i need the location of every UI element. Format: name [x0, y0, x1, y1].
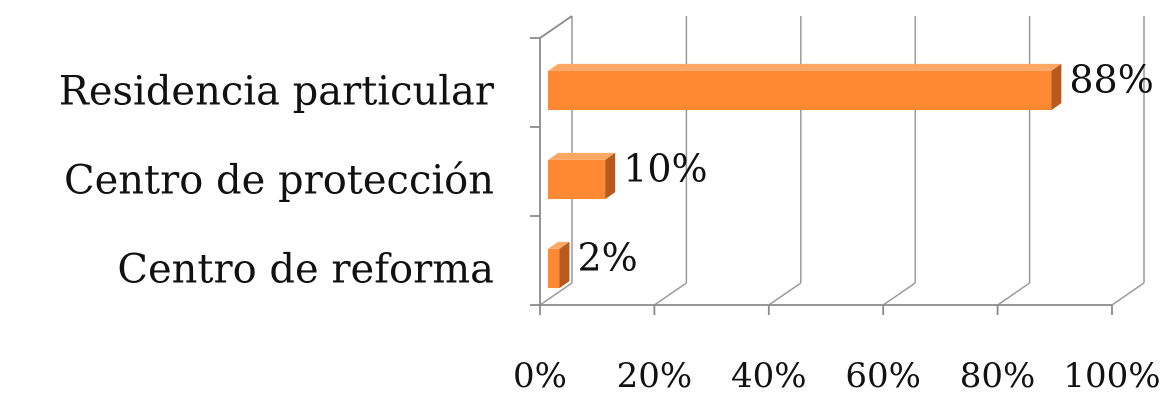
bars: [548, 63, 1062, 289]
x-tick-label: 40%: [731, 356, 807, 393]
x-tick-label: 100%: [1063, 356, 1160, 393]
category-label-centro-de-reforma: Centro de reforma: [117, 247, 494, 293]
bar-top-residencia-particular: [548, 63, 1062, 71]
labels: 0% 20% 40% 60% 80% 100% Residencia particular 8…: [59, 58, 1161, 393]
x-tick-label: 80%: [960, 356, 1036, 393]
bar-side-centro-de-reforma: [559, 241, 570, 289]
x-tick-label: 0%: [513, 356, 567, 393]
floor-gridline: [768, 282, 802, 306]
floor-gridline: [539, 282, 573, 306]
category-label-residencia-particular: Residencia particular: [59, 69, 495, 115]
floor-gridline: [997, 282, 1031, 306]
bar-residencia-particular: [548, 70, 1052, 111]
x-tick-label: 60%: [845, 356, 921, 393]
floor-gridline: [1111, 282, 1145, 306]
x-tick-label: 20%: [617, 356, 693, 393]
category-label-centro-de-proteccion: Centro de protección: [64, 158, 494, 204]
bar-side-centro-de-proteccion: [605, 152, 616, 200]
data-label-residencia-particular: 88%: [1069, 58, 1153, 102]
data-label-centro-de-proteccion: 10%: [623, 147, 707, 191]
bar-centro-de-proteccion: [548, 159, 606, 200]
data-label-centro-de-reforma: 2%: [577, 236, 637, 280]
bar-top-centro-de-proteccion: [548, 152, 616, 160]
side-wall-top-edge: [539, 15, 573, 39]
bar-top-centro-de-reforma: [548, 241, 570, 249]
axes: [530, 15, 1113, 315]
floor-gridline: [653, 282, 687, 306]
bar-centro-de-reforma: [548, 248, 560, 289]
grid: [539, 16, 1145, 306]
bar-side-residencia-particular: [1051, 63, 1062, 111]
floor-gridline: [882, 282, 916, 306]
